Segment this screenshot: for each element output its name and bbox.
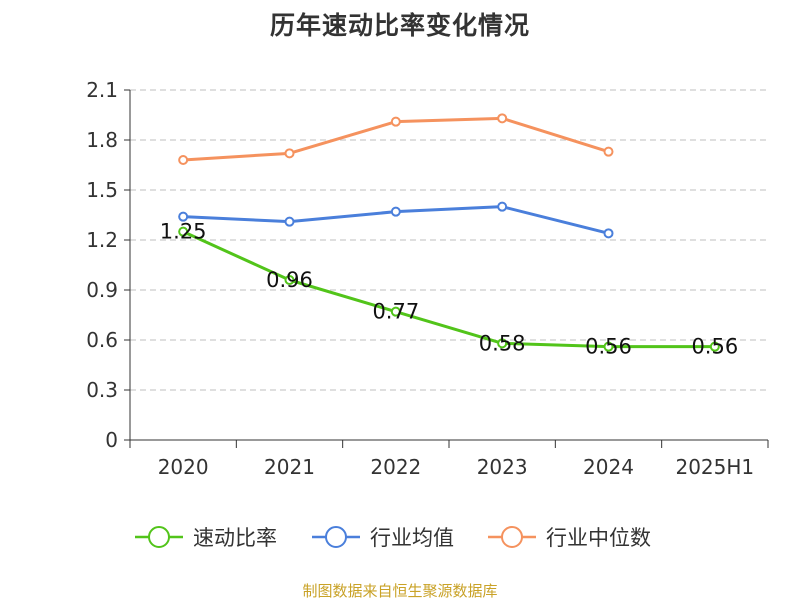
series-line (182, 230, 715, 349)
data-point (390, 206, 401, 217)
y-tick-label: 1.5 (86, 178, 118, 202)
data-point (284, 216, 295, 227)
data-point (497, 113, 508, 124)
data-point (284, 148, 295, 159)
data-point (390, 116, 401, 127)
legend-label[interactable]: 行业均值 (370, 526, 454, 550)
legend-marker[interactable] (325, 526, 347, 548)
data-label: 0.58 (479, 331, 526, 355)
grid-lines (130, 89, 768, 391)
data-point (709, 341, 720, 352)
data-label: 0.56 (585, 335, 632, 359)
data-point (603, 228, 614, 239)
legend-label[interactable]: 行业中位数 (546, 526, 651, 550)
legend[interactable]: 速动比率 行业均值 行业中位数 (135, 526, 651, 550)
data-point (390, 306, 401, 317)
data-label: 0.77 (372, 300, 419, 324)
data-point (178, 155, 189, 165)
data-point (497, 338, 508, 349)
x-tick-label: 2023 (477, 455, 528, 479)
data-point (603, 146, 614, 157)
y-tick-label: 0 (105, 428, 118, 452)
x-tick-label: 2021 (264, 455, 315, 479)
x-tick-label: 2020 (158, 455, 209, 479)
y-tick-label: 0.9 (86, 278, 118, 302)
data-point (497, 201, 508, 212)
data-point (603, 341, 614, 352)
x-tick-label: 2025H1 (675, 455, 754, 479)
data-labels: 1.25 0.96 0.77 0.58 0.56 0.56 (160, 220, 738, 359)
legend-label[interactable]: 速动比率 (193, 526, 277, 550)
x-tick-label: 2024 (583, 455, 634, 479)
y-tick-label: 1.2 (86, 228, 118, 252)
y-tick-label: 0.6 (86, 328, 118, 352)
chart-title: 历年速动比率变化情况 (269, 11, 530, 40)
y-tick-label: 1.8 (86, 128, 118, 152)
data-point (178, 226, 189, 237)
y-tick-label: 2.1 (86, 78, 118, 102)
axes: 0 0.3 0.6 0.9 1.2 1.5 1.8 2.1 2020 2021 2022 2023 20… (86, 78, 769, 479)
x-tick-label: 2022 (370, 455, 421, 479)
data-label: 0.56 (691, 335, 738, 359)
source-note: 制图数据来自恒生聚源数据库 (302, 582, 498, 600)
data-label: 0.96 (266, 268, 313, 292)
y-tick-label: 0.3 (86, 378, 118, 402)
legend-marker[interactable] (501, 526, 523, 548)
data-point (178, 211, 189, 222)
legend-marker[interactable] (148, 526, 170, 548)
data-label: 1.25 (160, 220, 207, 244)
series-layer (178, 113, 720, 352)
data-point (284, 275, 295, 285)
